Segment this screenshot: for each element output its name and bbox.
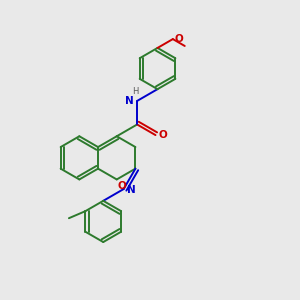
Text: O: O xyxy=(158,130,167,140)
Text: H: H xyxy=(132,87,138,96)
Text: O: O xyxy=(118,182,127,191)
Text: O: O xyxy=(175,34,184,44)
Text: N: N xyxy=(127,185,135,195)
Text: N: N xyxy=(125,96,134,106)
